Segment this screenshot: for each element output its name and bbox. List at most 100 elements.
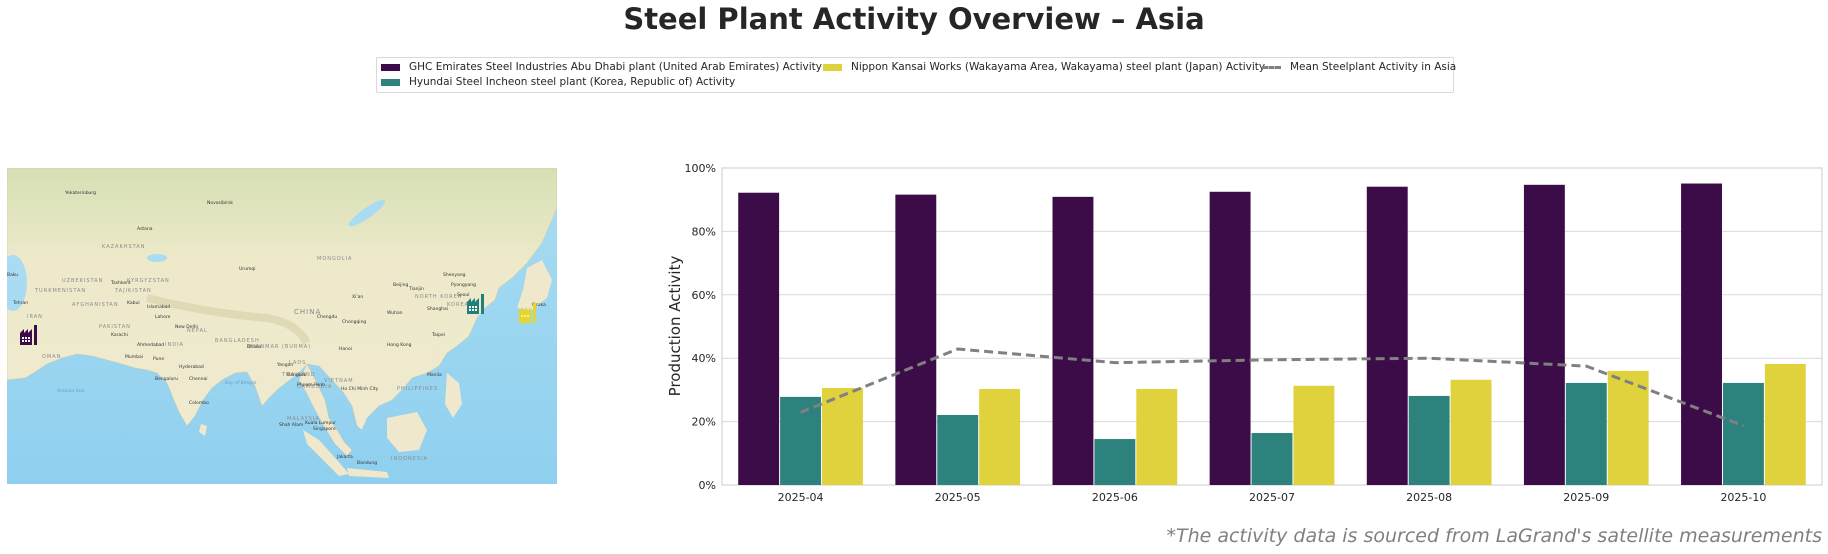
asia-map[interactable]: KAZAKHSTAN MONGOLIA UZBEKISTAN TURKMENIS… <box>7 168 557 484</box>
chart-legend: GHC Emirates Steel Industries Abu Dhabi … <box>376 57 1456 93</box>
map-city: Xi'an <box>352 294 363 300</box>
map-label-kazakhstan: KAZAKHSTAN <box>102 244 146 250</box>
map-city: Singapore <box>313 426 336 432</box>
map-city: Seoul <box>457 292 469 298</box>
legend-item-wakayama: Nippon Kansai Works (Wakayama Area, Waka… <box>823 61 1265 73</box>
map-label-india: INDIA <box>165 342 184 348</box>
x-tick-label: 2025-08 <box>1406 491 1452 504</box>
map-city: Pune <box>153 356 164 362</box>
map-city: Ahmedabad <box>137 342 164 348</box>
source-note: *The activity data is sourced from LaGra… <box>1166 525 1822 547</box>
map-label-uzbekistan: UZBEKISTAN <box>62 278 103 284</box>
map-city: Beijing <box>393 282 408 288</box>
legend-label: Hyundai Steel Incheon steel plant (Korea… <box>409 76 736 88</box>
legend-item-incheon: Hyundai Steel Incheon steel plant (Korea… <box>381 76 735 88</box>
map-city: Chengdu <box>317 314 337 320</box>
map-land-japan <box>517 260 552 310</box>
bar-incheon-2025-09 <box>1565 382 1607 485</box>
map-city: Kuala Lumpur <box>305 420 336 426</box>
map-city: Shenyang <box>443 272 466 278</box>
legend-dash-mean <box>1262 65 1281 69</box>
map-label-tajikistan: TAJIKISTAN <box>114 288 152 294</box>
legend-item-abu-dhabi: GHC Emirates Steel Industries Abu Dhabi … <box>381 61 822 73</box>
map-land-sri-lanka <box>199 424 207 436</box>
bar-abu-dhabi-2025-10 <box>1681 183 1722 485</box>
map-city: Ho Chi Minh City <box>341 386 379 392</box>
factory-windows <box>521 315 529 317</box>
x-tick-label: 2025-07 <box>1249 491 1295 504</box>
page-title: Steel Plant Activity Overview – Asia <box>623 2 1205 36</box>
bar-wakayama-2025-06 <box>1136 388 1178 485</box>
y-tick-label: 60% <box>692 289 716 302</box>
bar-incheon-2025-05 <box>937 414 979 485</box>
y-tick-label: 0% <box>699 479 716 492</box>
map-city: Bengaluru <box>155 376 178 382</box>
map-land-borneo <box>387 412 427 452</box>
map-label-laos: LAOS <box>289 360 306 366</box>
factory-marker-abu-dhabi[interactable] <box>20 325 37 345</box>
map-city: Chennai <box>189 376 207 382</box>
map-label-indonesia: INDONESIA <box>391 456 428 462</box>
map-lake-balkhash <box>147 254 167 262</box>
bar-abu-dhabi-2025-04 <box>738 192 780 485</box>
bar-abu-dhabi-2025-05 <box>895 194 937 486</box>
factory-marker-incheon[interactable] <box>467 294 484 314</box>
map-label-mongolia: MONGOLIA <box>317 256 352 262</box>
map-city: Bandung <box>357 460 377 466</box>
map-city: New Delhi <box>175 324 198 330</box>
bar-incheon-2025-07 <box>1251 433 1293 485</box>
map-city: Mumbai <box>125 354 143 360</box>
map-label-oman: OMAN <box>42 354 61 360</box>
map-sea-labels: Arabian Sea Bay of Bengal <box>56 380 257 394</box>
bar-abu-dhabi-2025-08 <box>1366 186 1408 485</box>
map-city: Hyderabad <box>179 364 204 370</box>
y-axis-label: Production Activity <box>666 256 684 397</box>
factory-icon <box>519 303 536 323</box>
map-land-sumatra <box>303 430 349 476</box>
map-city: Dhaka <box>247 344 262 350</box>
bar-abu-dhabi-2025-06 <box>1052 196 1094 486</box>
x-tick-label: 2025-05 <box>935 491 981 504</box>
map-land-philippines <box>445 373 462 418</box>
map-city: Yangon <box>276 362 293 368</box>
map-himalaya-relief <box>146 294 311 345</box>
map-city: Hanoi <box>339 346 352 352</box>
map-city: Shah Alam <box>279 422 303 428</box>
map-city: Lahore <box>155 314 171 320</box>
map-sea-arabian: Arabian Sea <box>56 388 84 394</box>
factory-icon <box>20 325 37 345</box>
map-label-vietnam: VIETNAM <box>324 378 354 384</box>
factory-windows <box>469 306 477 311</box>
bar-incheon-2025-06 <box>1094 439 1136 485</box>
x-tick-label: 2025-04 <box>778 491 824 504</box>
map-label-pakistan: PAKISTAN <box>99 324 131 330</box>
map-land-southeast-asia <box>298 363 353 457</box>
bar-wakayama-2025-08 <box>1450 379 1492 485</box>
map-city: Tashkent <box>110 280 131 286</box>
bar-wakayama-2025-10 <box>1764 363 1806 485</box>
map-label-cambodia: CAMBODIA <box>297 384 332 390</box>
map-landmass-eurasia <box>7 168 557 431</box>
map-label-philippines: PHILIPPINES <box>397 386 438 392</box>
legend-swatch-wakayama <box>823 63 842 71</box>
x-tick-label: 2025-06 <box>1092 491 1138 504</box>
map-label-myanmar: MYANMAR (BURMA) <box>247 344 311 350</box>
bar-incheon-2025-08 <box>1408 395 1450 485</box>
map-city: Yekaterinburg <box>64 190 96 196</box>
map-lake-baikal <box>348 199 386 227</box>
map-label-turkmenistan: TURKMENISTAN <box>34 288 86 294</box>
map-city: Chongqing <box>342 319 366 325</box>
factory-icon <box>467 294 484 314</box>
bar-incheon-2025-04 <box>780 396 822 485</box>
map-city: Osaka <box>532 302 546 308</box>
bar-wakayama-2025-09 <box>1607 370 1649 485</box>
map-label-kyrgyzstan: KYRGYZSTAN <box>127 278 170 284</box>
map-city: Shanghai <box>427 306 448 312</box>
map-caspian-sea <box>7 255 27 311</box>
factory-marker-wakayama[interactable] <box>519 303 536 323</box>
y-tick-label: 100% <box>685 162 716 175</box>
map-city: Wuhan <box>387 310 403 316</box>
map-land-taiwan <box>433 348 441 362</box>
map-label-china: CHINA <box>294 308 321 316</box>
